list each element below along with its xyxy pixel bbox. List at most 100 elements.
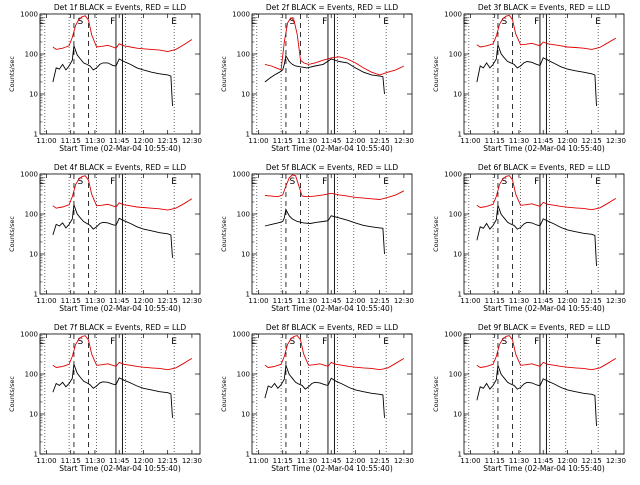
y-tick-label: 10 xyxy=(453,411,462,419)
x-tick-label: 12:00 xyxy=(133,137,153,145)
series-line-events xyxy=(52,204,173,258)
marker-label-s: S xyxy=(502,177,508,187)
x-axis-label: Start Time (02-Mar-04 10:55:40) xyxy=(483,144,605,153)
x-axis-label: Start Time (02-Mar-04 10:55:40) xyxy=(483,304,605,313)
x-tick-label: 11:15 xyxy=(61,297,81,305)
y-tick-label: 100 xyxy=(237,51,250,59)
y-tick-label: 1 xyxy=(458,291,462,299)
x-tick-label: 12:30 xyxy=(182,137,202,145)
x-tick-label: 12:30 xyxy=(394,457,414,465)
series-line-events xyxy=(264,365,385,418)
x-tick-label: 11:45 xyxy=(109,297,129,305)
x-tick-label: 12:00 xyxy=(345,457,365,465)
x-tick-label: 11:15 xyxy=(485,297,505,305)
marker-label-e: E xyxy=(171,337,177,347)
x-tick-label: 12:15 xyxy=(370,297,390,305)
series-line-lld xyxy=(52,175,193,211)
marker-label-f: F xyxy=(322,17,327,27)
x-tick-label: 11:45 xyxy=(321,137,341,145)
x-tick-label: 11:15 xyxy=(61,457,81,465)
x-tick-label: 12:00 xyxy=(557,137,577,145)
y-axis-label: Counts/sec xyxy=(220,216,228,252)
x-tick-label: 12:15 xyxy=(582,137,602,145)
x-tick-label: 11:45 xyxy=(533,297,553,305)
x-tick-label: 11:00 xyxy=(460,297,480,305)
x-tick-label: 11:15 xyxy=(61,137,81,145)
marker-label-e: E xyxy=(595,337,601,347)
y-axis-label: Counts/sec xyxy=(8,56,16,92)
panel-title: Det 4f BLACK = Events, RED = LLD xyxy=(54,163,187,172)
marker-label-e: E xyxy=(251,177,257,187)
y-tick-label: 10 xyxy=(29,251,38,259)
x-tick-label: 11:30 xyxy=(297,137,317,145)
marker-label-f: F xyxy=(110,177,115,187)
marker-label-e: E xyxy=(595,17,601,27)
x-tick-label: 11:00 xyxy=(248,297,268,305)
detector-panel-2: Det 2f BLACK = Events, RED = LLD E S F E 1 10 1… xyxy=(220,3,414,153)
marker-label-e: E xyxy=(251,337,257,347)
y-tick-label: 1000 xyxy=(232,171,250,179)
series-line-lld xyxy=(52,335,193,371)
y-tick-label: 100 xyxy=(449,51,462,59)
y-tick-label: 100 xyxy=(237,371,250,379)
x-tick-label: 11:00 xyxy=(460,457,480,465)
series-line-lld xyxy=(476,175,617,211)
marker-label-f: F xyxy=(534,337,539,347)
x-tick-label: 11:00 xyxy=(460,137,480,145)
x-tick-label: 11:45 xyxy=(321,457,341,465)
marker-label-s: S xyxy=(78,337,84,347)
plot-frame xyxy=(463,173,625,295)
x-tick-label: 12:30 xyxy=(394,297,414,305)
x-tick-label: 12:15 xyxy=(158,297,178,305)
marker-label-e: E xyxy=(251,17,257,27)
y-tick-label: 1 xyxy=(34,451,38,459)
x-tick-label: 12:30 xyxy=(606,297,626,305)
marker-label-e: E xyxy=(383,17,389,27)
x-tick-label: 11:00 xyxy=(36,457,56,465)
detector-panel-5: Det 5f BLACK = Events, RED = LLD E S F E 1 10 1… xyxy=(220,163,414,313)
marker-label-e: E xyxy=(383,177,389,187)
series-line-events xyxy=(52,45,173,107)
x-tick-label: 11:15 xyxy=(273,457,293,465)
series-line-events xyxy=(476,365,597,427)
x-tick-label: 11:30 xyxy=(509,457,529,465)
series-line-lld xyxy=(264,335,405,371)
x-tick-label: 12:15 xyxy=(370,137,390,145)
panel-title: Det 5f BLACK = Events, RED = LLD xyxy=(266,163,399,172)
y-tick-label: 10 xyxy=(241,251,250,259)
y-tick-label: 1 xyxy=(34,291,38,299)
series-line-lld xyxy=(476,14,617,50)
y-tick-label: 1000 xyxy=(232,11,250,19)
x-tick-label: 11:30 xyxy=(297,457,317,465)
plot-frame xyxy=(251,173,413,295)
marker-label-e: E xyxy=(595,177,601,187)
marker-label-e: E xyxy=(383,337,389,347)
x-tick-label: 12:15 xyxy=(158,137,178,145)
x-axis-label: Start Time (02-Mar-04 10:55:40) xyxy=(271,144,393,153)
marker-label-s: S xyxy=(290,17,296,27)
y-axis-label: Counts/sec xyxy=(220,376,228,412)
detector-panel-7: Det 7f BLACK = Events, RED = LLD E S F E 1 10 1… xyxy=(8,323,202,473)
marker-label-e: E xyxy=(171,17,177,27)
x-tick-label: 11:00 xyxy=(248,137,268,145)
x-tick-label: 12:15 xyxy=(370,457,390,465)
x-axis-label: Start Time (02-Mar-04 10:55:40) xyxy=(271,464,393,473)
marker-label-f: F xyxy=(322,337,327,347)
marker-label-e: E xyxy=(463,337,469,347)
plot-frame xyxy=(39,333,201,455)
plot-frame xyxy=(251,333,413,455)
detector-panel-9: Det 9f BLACK = Events, RED = LLD E S F E 1 10 1… xyxy=(432,323,626,473)
y-tick-label: 10 xyxy=(453,251,462,259)
y-tick-label: 100 xyxy=(449,211,462,219)
panel-title: Det 8f BLACK = Events, RED = LLD xyxy=(266,323,399,332)
series-line-events xyxy=(264,208,385,255)
plot-frame xyxy=(463,13,625,135)
marker-label-e: E xyxy=(463,17,469,27)
x-tick-label: 12:30 xyxy=(182,457,202,465)
x-tick-label: 11:30 xyxy=(509,297,529,305)
x-axis-label: Start Time (02-Mar-04 10:55:40) xyxy=(59,464,181,473)
x-tick-label: 11:00 xyxy=(36,297,56,305)
detector-panel-3: Det 3f BLACK = Events, RED = LLD E S F E 1 10 1… xyxy=(432,3,626,153)
